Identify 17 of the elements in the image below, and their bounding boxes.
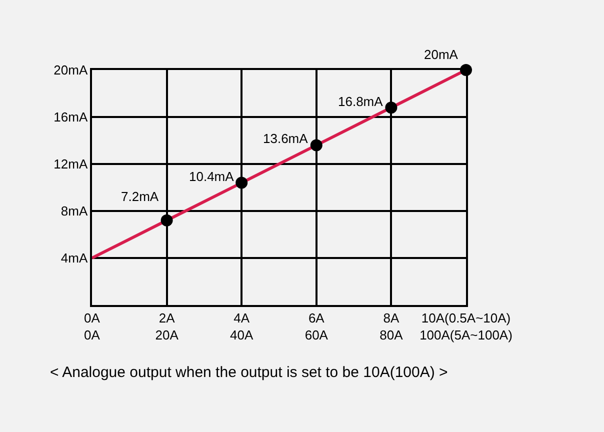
x-tick-label: 10A(0.5A~10A) 100A(5A~100A) [420,310,512,342]
x-tick-label: 4A 40A [230,310,254,342]
data-label: 13.6mA [263,131,308,146]
x-tick-label: 2A 20A [155,310,179,342]
text: < Analogue output when the output is set to be 10A(100A) > [50,364,448,381]
x-tick-label: 8A 80A [380,310,404,342]
y-tick-label: 16mA [54,110,88,125]
data-label: 7.2mA [121,189,159,204]
data-label: 16.8mA [338,94,384,109]
data-label: 10.4mA [189,169,234,184]
y-tick-label: 8mA [60,204,88,219]
data-label: 20mA [424,47,458,62]
y-tick-label: 4mA [60,250,88,266]
x-tick-label: 6A 60A [304,310,328,342]
x-tick-label: 0A 0A [84,310,100,342]
y-tick-label: 20mA [54,62,88,78]
y-tick-label: 12mA [54,156,88,172]
